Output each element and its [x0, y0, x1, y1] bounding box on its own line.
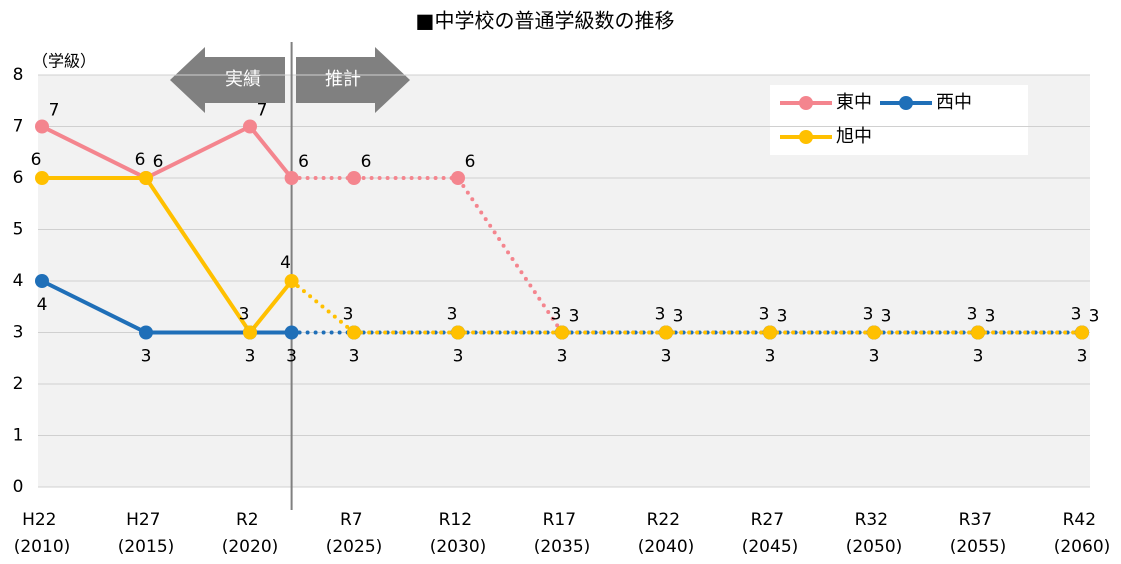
- x-tick-label: R22 (2040): [638, 510, 695, 557]
- x-tick-label: R42 (2060): [1054, 510, 1111, 557]
- point: [347, 171, 361, 185]
- data-label: 3: [569, 307, 580, 327]
- data-label: 3: [557, 347, 568, 367]
- x-tick-label: R7 (2025): [326, 510, 383, 557]
- legend-marker: [799, 130, 813, 144]
- series-line: [40, 123, 294, 181]
- point: [35, 274, 49, 288]
- y-tick-label: 6: [13, 168, 24, 188]
- data-label: 6: [465, 152, 476, 172]
- data-label: 3: [1089, 307, 1100, 327]
- point: [139, 325, 153, 340]
- x-tick-label: H27 (2015): [118, 510, 175, 557]
- legend-marker: [899, 96, 913, 110]
- data-label: 3: [453, 347, 464, 367]
- data-label: 3: [985, 307, 996, 327]
- data-label: 3: [673, 307, 684, 327]
- point: [971, 325, 985, 340]
- series-line: [40, 176, 294, 336]
- data-label: 3: [967, 305, 978, 325]
- point: [555, 325, 569, 340]
- data-label: 7: [257, 101, 268, 121]
- data-label: 6: [298, 152, 309, 172]
- x-tick-label: R32 (2050): [846, 510, 903, 557]
- legend-label: 旭中: [836, 126, 872, 147]
- data-label: 3: [286, 347, 297, 367]
- data-label: 3: [245, 347, 256, 367]
- data-label: 3: [141, 347, 152, 367]
- data-label: 3: [349, 347, 360, 367]
- data-label: 3: [239, 305, 250, 325]
- point: [284, 171, 299, 185]
- x-tick-label: R37 (2055): [950, 510, 1007, 557]
- data-label: 3: [655, 305, 666, 325]
- point: [347, 325, 361, 340]
- data-label: 7: [49, 101, 60, 121]
- legend-label: 東中: [836, 92, 872, 113]
- x-tick-label: R2 (2020): [222, 510, 279, 557]
- point: [284, 274, 299, 288]
- data-label: 3: [447, 305, 458, 325]
- point: [1075, 325, 1089, 340]
- data-label: 3: [661, 347, 672, 367]
- data-label: 3: [1077, 347, 1088, 367]
- y-tick-label: 0: [13, 477, 24, 497]
- y-tick-label: 2: [13, 374, 24, 394]
- point: [243, 325, 257, 340]
- y-tick-label: 5: [13, 220, 24, 240]
- data-label: 3: [863, 305, 874, 325]
- legend-label: 西中: [936, 92, 972, 113]
- point: [659, 325, 673, 340]
- data-label: 3: [765, 347, 776, 367]
- data-label: 3: [759, 305, 770, 325]
- x-tick-label: R17 (2035): [534, 510, 591, 557]
- y-tick-label: 3: [13, 323, 24, 343]
- data-label: 4: [280, 253, 291, 273]
- y-tick-label: 8: [13, 65, 24, 85]
- annotation: 推計: [325, 69, 361, 90]
- point: [451, 171, 465, 185]
- point: [867, 325, 881, 340]
- data-label: 4: [37, 295, 48, 315]
- point: [139, 171, 153, 185]
- data-label: 6: [31, 150, 42, 170]
- data-label: 3: [973, 347, 984, 367]
- point: [763, 325, 777, 340]
- data-label: 3: [777, 307, 788, 327]
- y-tick-label: 1: [13, 426, 24, 446]
- x-tick-label: H22 (2010): [14, 510, 71, 557]
- arrow-left: [170, 47, 285, 113]
- y-tick-label: 7: [13, 117, 24, 137]
- arrow-right: [296, 47, 410, 113]
- data-label: 3: [551, 305, 562, 325]
- x-tick-label: R27 (2045): [742, 510, 799, 557]
- point: [451, 325, 465, 340]
- data-label: 3: [869, 347, 880, 367]
- series-line: [40, 279, 294, 335]
- legend: [770, 85, 1028, 155]
- y-axis-label: （学級）: [32, 52, 96, 71]
- point: [243, 119, 257, 134]
- data-label: 6: [361, 152, 372, 172]
- chart-title: ■中学校の普通学級数の推移: [416, 9, 675, 33]
- data-label: 3: [343, 305, 354, 325]
- y-tick-label: 4: [13, 271, 24, 291]
- point: [35, 119, 49, 134]
- data-label: 3: [881, 307, 892, 327]
- data-label: 6: [153, 152, 164, 172]
- point: [284, 325, 299, 340]
- data-label: 3: [1071, 305, 1082, 325]
- data-label: 6: [135, 150, 146, 170]
- point: [35, 171, 49, 185]
- annotation: 実績: [225, 69, 261, 90]
- legend-marker: [799, 96, 813, 110]
- x-tick-label: R12 (2030): [430, 510, 487, 557]
